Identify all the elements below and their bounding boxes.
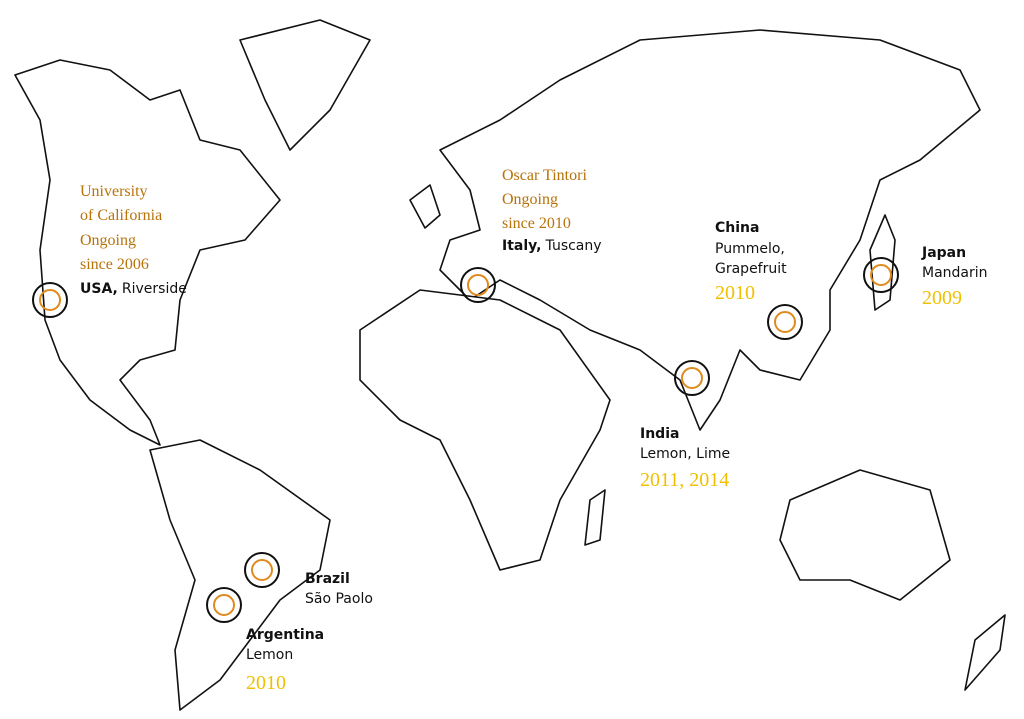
year: 2010 [715, 282, 755, 304]
collaborator: Oscar Tintori [502, 167, 587, 184]
north-america [14, 59, 281, 446]
new-zealand [964, 614, 1006, 691]
marker[interactable] [767, 304, 803, 340]
fruit: Grapefruit [715, 261, 787, 277]
collaborator: of California [80, 207, 162, 224]
marker-inner [213, 594, 235, 616]
collaborator: Ongoing [80, 232, 136, 249]
australia [779, 469, 951, 601]
location-label: Italy, Tuscany [502, 238, 602, 254]
marker[interactable] [32, 282, 68, 318]
greenland [239, 19, 371, 151]
fruit: Pummelo, [715, 241, 785, 257]
marker[interactable] [460, 267, 496, 303]
south-america [149, 439, 331, 711]
eurasia [439, 29, 981, 431]
year: 2010 [246, 672, 286, 694]
marker-inner [774, 311, 796, 333]
place: Tuscany [545, 238, 602, 254]
place: São Paolo [305, 591, 373, 607]
place: Riverside [122, 281, 187, 297]
country: Italy, [502, 238, 542, 254]
country: China [715, 220, 759, 236]
marker-inner [870, 264, 892, 286]
country: Japan [921, 245, 966, 261]
marker[interactable] [863, 257, 899, 293]
collaborator: Ongoing [502, 191, 558, 208]
africa [359, 289, 611, 571]
marker-inner [467, 274, 489, 296]
marker-inner [681, 367, 703, 389]
fruit: Lemon [246, 647, 293, 663]
country: India [640, 426, 679, 442]
continents [14, 19, 1006, 711]
collaborator: University [80, 183, 148, 200]
country: Brazil [305, 571, 350, 587]
markers [32, 257, 899, 623]
uk [409, 184, 441, 229]
location-label: USA, Riverside [80, 281, 187, 297]
country: Argentina [246, 627, 324, 643]
marker[interactable] [244, 552, 280, 588]
marker-inner [251, 559, 273, 581]
marker[interactable] [206, 587, 242, 623]
madagascar [584, 489, 606, 546]
marker-inner [39, 289, 61, 311]
year: 2009 [922, 287, 962, 309]
collaborator: since 2006 [80, 256, 149, 273]
collaborator: since 2010 [502, 215, 571, 232]
fruit: Lemon, Lime [640, 446, 730, 462]
year: 2011, 2014 [640, 469, 729, 491]
japan-islands [869, 214, 896, 311]
labels: University of California Ongoing since 2… [80, 167, 988, 694]
fruit: Mandarin [922, 265, 988, 281]
marker[interactable] [674, 360, 710, 396]
country: USA, [80, 281, 118, 297]
